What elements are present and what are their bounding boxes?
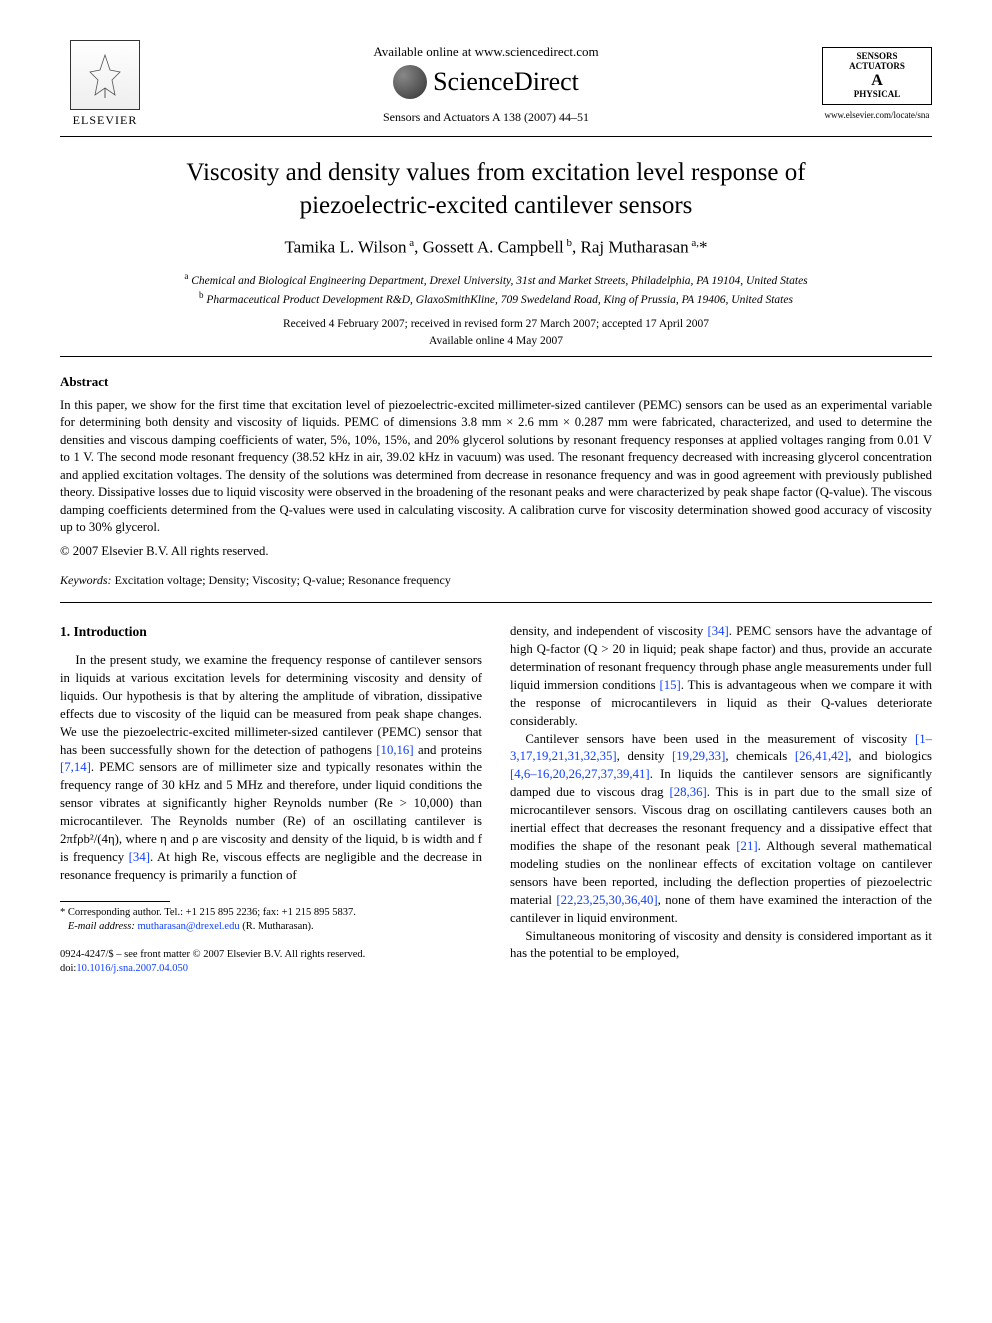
- publisher-logo-block: ELSEVIER: [60, 40, 150, 128]
- right-p3: Simultaneous monitoring of viscosity and…: [510, 928, 932, 964]
- header-rule: [60, 136, 932, 137]
- journal-logo-block: SENSORS ACTUATORS A PHYSICAL www.elsevie…: [822, 47, 932, 120]
- sciencedirect-logo: ScienceDirect: [150, 64, 822, 99]
- p1-b: and proteins: [414, 743, 482, 757]
- ref-link[interactable]: [10,16]: [376, 743, 413, 757]
- footnote-text: Corresponding author. Tel.: +1 215 895 2…: [65, 907, 356, 918]
- sciencedirect-text: ScienceDirect: [433, 64, 579, 99]
- rp2-b: , density: [617, 749, 672, 763]
- ref-link[interactable]: [21]: [736, 839, 757, 853]
- author-list: Tamika L. Wilson a, Gossett A. Campbell …: [60, 236, 932, 260]
- journal-url: www.elsevier.com/locate/sna: [822, 109, 932, 121]
- keywords-list: Excitation voltage; Density; Viscosity; …: [115, 573, 451, 587]
- email-paren: (R. Mutharasan).: [240, 921, 314, 932]
- ref-link[interactable]: [19,29,33]: [672, 749, 725, 763]
- journal-logo: SENSORS ACTUATORS A PHYSICAL: [822, 47, 932, 104]
- intro-paragraph-1: In the present study, we examine the fre…: [60, 652, 482, 885]
- elsevier-tree-icon: [70, 40, 140, 110]
- left-column: 1. Introduction In the present study, we…: [60, 623, 482, 976]
- ref-link[interactable]: [34]: [707, 624, 728, 638]
- corresponding-author-footnote: * Corresponding author. Tel.: +1 215 895…: [60, 906, 482, 934]
- online-date: Available online 4 May 2007: [60, 333, 932, 350]
- doi-label: doi:: [60, 963, 76, 974]
- ref-link[interactable]: [28,36]: [669, 785, 706, 799]
- ref-link[interactable]: [7,14]: [60, 760, 91, 774]
- ref-link[interactable]: [34]: [129, 850, 150, 864]
- ref-link[interactable]: [4,6–16,20,26,27,37,39,41]: [510, 767, 650, 781]
- journal-logo-line3: A: [825, 72, 929, 90]
- available-online-line: Available online at www.sciencedirect.co…: [150, 43, 822, 61]
- affiliation-a-text: Chemical and Biological Engineering Depa…: [191, 275, 807, 287]
- rp2-a: Cantilever sensors have been used in the…: [525, 732, 915, 746]
- keywords-block: Keywords: Excitation voltage; Density; V…: [60, 572, 932, 588]
- right-p2: Cantilever sensors have been used in the…: [510, 731, 932, 928]
- body-columns: 1. Introduction In the present study, we…: [60, 623, 932, 976]
- abstract-heading: Abstract: [60, 373, 932, 391]
- abstract-text: In this paper, we show for the first tim…: [60, 397, 932, 537]
- email-label: E-mail address:: [68, 921, 135, 932]
- rp2-d: , and biologics: [848, 749, 932, 763]
- abstract-body: In this paper, we show for the first tim…: [60, 398, 932, 535]
- article-dates: Received 4 February 2007; received in re…: [60, 316, 932, 351]
- doi-line: doi:10.1016/j.sna.2007.04.050: [60, 962, 482, 976]
- affiliation-b: b Pharmaceutical Product Development R&D…: [60, 289, 932, 308]
- p1-c: . PEMC sensors are of millimeter size an…: [60, 760, 482, 864]
- rp2-c: , chemicals: [725, 749, 795, 763]
- right-p1: density, and independent of viscosity [3…: [510, 623, 932, 730]
- copyright-line: © 2007 Elsevier B.V. All rights reserved…: [60, 543, 932, 560]
- doi-link[interactable]: 10.1016/j.sna.2007.04.050: [76, 963, 188, 974]
- ref-link[interactable]: [15]: [659, 678, 680, 692]
- journal-logo-line2: ACTUATORS: [825, 62, 929, 72]
- center-header: Available online at www.sciencedirect.co…: [150, 43, 822, 126]
- affiliations: a Chemical and Biological Engineering De…: [60, 270, 932, 308]
- footnote-rule: [60, 901, 170, 902]
- ref-link[interactable]: [22,23,25,30,36,40]: [556, 893, 657, 907]
- ref-link[interactable]: [26,41,42]: [795, 749, 848, 763]
- sciencedirect-swoosh-icon: [393, 65, 427, 99]
- section-1-heading: 1. Introduction: [60, 623, 482, 642]
- front-matter-line: 0924-4247/$ – see front matter © 2007 El…: [60, 948, 482, 962]
- journal-reference: Sensors and Actuators A 138 (2007) 44–51: [150, 109, 822, 125]
- footer-block: 0924-4247/$ – see front matter © 2007 El…: [60, 948, 482, 976]
- journal-logo-line4: PHYSICAL: [825, 90, 929, 100]
- article-title: Viscosity and density values from excita…: [120, 157, 872, 222]
- keywords-label: Keywords:: [60, 573, 112, 587]
- post-abstract-rule: [60, 602, 932, 603]
- p1-a: In the present study, we examine the fre…: [60, 653, 482, 757]
- email-link[interactable]: mutharasan@drexel.edu: [137, 921, 239, 932]
- elsevier-label: ELSEVIER: [73, 112, 138, 128]
- rp1-a: density, and independent of viscosity: [510, 624, 707, 638]
- right-column: density, and independent of viscosity [3…: [510, 623, 932, 976]
- pre-abstract-rule: [60, 356, 932, 357]
- history-dates: Received 4 February 2007; received in re…: [60, 316, 932, 333]
- page-header: ELSEVIER Available online at www.science…: [60, 40, 932, 128]
- affiliation-b-text: Pharmaceutical Product Development R&D, …: [206, 294, 793, 306]
- affiliation-a: a Chemical and Biological Engineering De…: [60, 270, 932, 289]
